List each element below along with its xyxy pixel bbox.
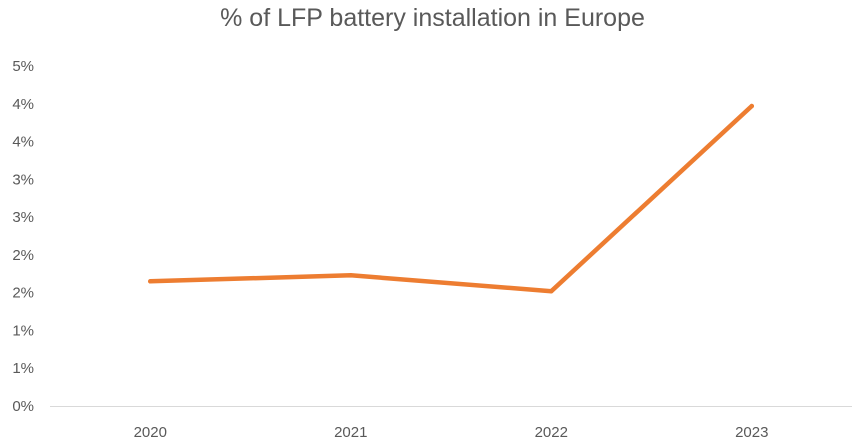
x-tick-label: 2021 xyxy=(334,424,367,441)
y-tick-label: 1% xyxy=(12,322,34,339)
y-axis: 0% 1% 1% 2% 2% 3% 3% 4% 4% 5% xyxy=(12,58,34,415)
y-tick-label: 3% xyxy=(12,171,34,188)
x-tick-label: 2023 xyxy=(735,424,768,441)
y-tick-label: 0% xyxy=(12,398,34,415)
x-axis: 2020 2021 2022 2023 xyxy=(134,424,769,441)
y-tick-label: 4% xyxy=(12,134,34,151)
data-point xyxy=(148,279,153,284)
y-tick-label: 5% xyxy=(12,58,34,75)
y-tick-label: 3% xyxy=(12,209,34,226)
y-tick-label: 1% xyxy=(12,360,34,377)
data-point xyxy=(549,288,554,294)
y-tick-label: 2% xyxy=(12,247,34,264)
y-tick-label: 2% xyxy=(12,285,34,302)
data-point xyxy=(348,273,353,278)
series-group xyxy=(148,103,755,294)
y-tick-label: 4% xyxy=(12,96,34,113)
x-tick-label: 2020 xyxy=(134,424,167,441)
chart-title: % of LFP battery installation in Europe xyxy=(220,4,645,32)
series-line xyxy=(148,103,755,294)
data-point xyxy=(749,103,754,109)
x-tick-label: 2022 xyxy=(535,424,568,441)
